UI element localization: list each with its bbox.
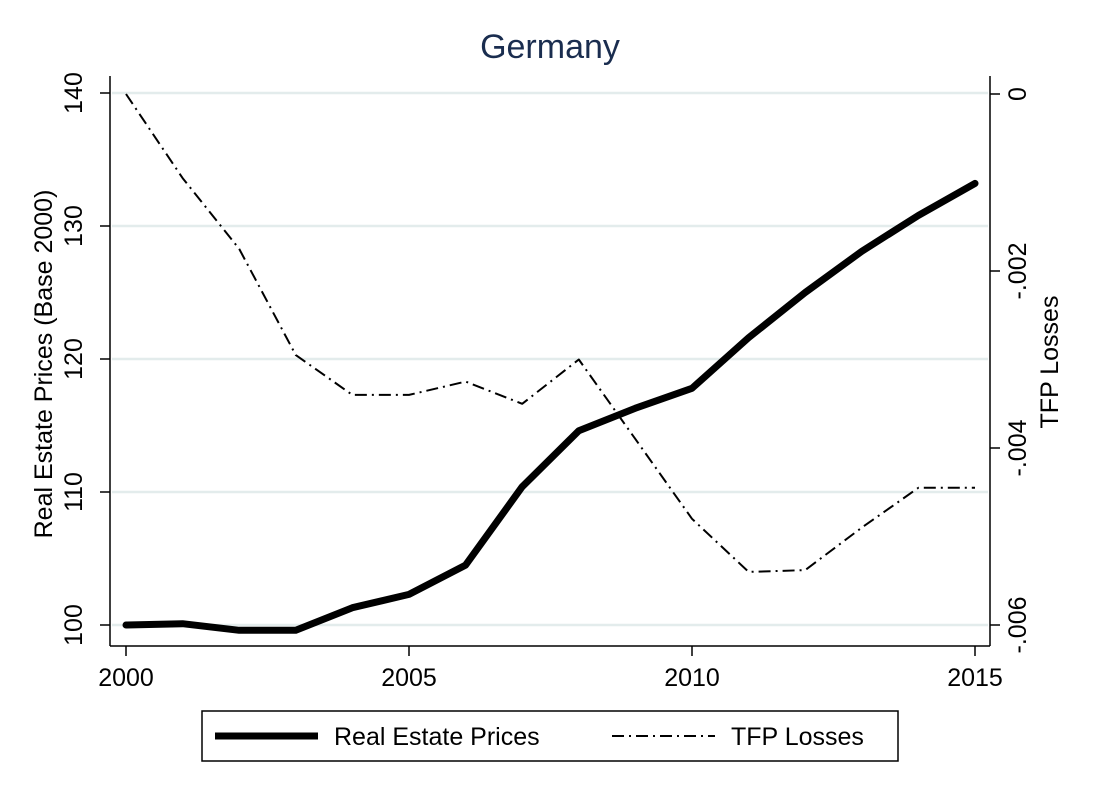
y-axis-left-label: Real Estate Prices (Base 2000) [30,190,58,539]
y-axis-left-tick-label: 130 [60,205,88,247]
y-axis-left-tick-label: 110 [60,472,88,512]
legend-label-real-estate-prices: Real Estate Prices [334,723,540,751]
grid-layer [112,91,988,627]
y-axis-right-tick-label: -.002 [1004,243,1032,300]
legend: Real Estate Prices TFP Losses [201,710,899,762]
x-axis-tick-label: 2000 [98,664,154,692]
series-line-real-estate-prices [122,179,979,634]
legend-label-tfp-losses: TFP Losses [731,723,864,751]
y-axis-right-label: TFP Losses [1036,296,1064,429]
x-axis-tick-label: 2015 [947,664,1003,692]
x-axis-tick-label: 2005 [381,664,437,692]
chart-title: Germany [480,28,620,66]
y-axis-left-tick-label: 140 [60,72,88,114]
series-line-tfp-losses [125,93,975,573]
y-axis-right-tick-label: 0 [1004,87,1032,101]
x-axis-tick-label: 2010 [664,664,720,692]
y-axis-left-tick-label: 100 [60,604,88,646]
y-axis-left-tick-label: 120 [60,338,88,380]
axes-layer: 100 110 120 130 140 -.006 -.004 -.002 0 2000 2005 2… [60,72,1032,692]
y-axis-right-tick-label: -.004 [1004,419,1032,476]
y-axis-right-tick-label: -.006 [1004,597,1032,654]
series-layer [122,93,979,634]
